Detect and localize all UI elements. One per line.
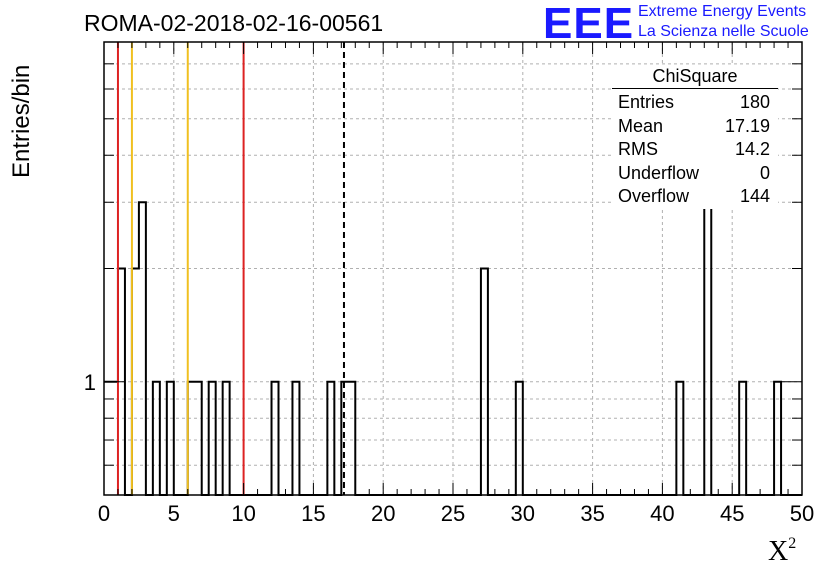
stats-value: 180 bbox=[739, 92, 770, 112]
stats-row-overflow: Overflow 144 bbox=[612, 185, 778, 209]
x-tick-label: 45 bbox=[720, 501, 744, 526]
stats-value: 144 bbox=[739, 186, 770, 206]
stats-row-underflow: Underflow 0 bbox=[612, 162, 778, 186]
stats-label: Underflow bbox=[618, 162, 700, 183]
stats-box: ChiSquare Entries 180 Mean 17.19 RMS 14.2 U… bbox=[612, 66, 778, 209]
x-tick-label: 5 bbox=[168, 501, 180, 526]
x-tick-label: 35 bbox=[580, 501, 604, 526]
stats-row-entries: Entries 180 bbox=[612, 91, 778, 115]
x-tick-label: 15 bbox=[301, 501, 325, 526]
x-tick-label: 30 bbox=[511, 501, 535, 526]
stats-label: Mean bbox=[618, 115, 664, 136]
logo-text-line1: Extreme Energy Events bbox=[638, 3, 807, 20]
stats-label: RMS bbox=[618, 139, 658, 159]
stats-row-rms: RMS 14.2 bbox=[612, 138, 778, 162]
x-tick-label: 50 bbox=[790, 501, 814, 526]
x-tick-label: 10 bbox=[231, 501, 255, 526]
x-tick-label: 25 bbox=[441, 501, 465, 526]
stats-value: 14.2 bbox=[734, 139, 770, 159]
x-tick-label: 0 bbox=[98, 501, 110, 526]
stats-box-title: ChiSquare bbox=[612, 66, 778, 89]
histogram-bin bbox=[139, 202, 146, 495]
stats-row-mean: Mean 17.19 bbox=[612, 115, 778, 139]
x-tick-label: 40 bbox=[650, 501, 674, 526]
stats-value: 17.19 bbox=[724, 115, 770, 136]
y-tick-label: 1 bbox=[84, 370, 96, 395]
x-axis-label: X2 bbox=[768, 534, 797, 568]
x-axis-label-superscript: 2 bbox=[788, 534, 797, 552]
stats-label: Overflow bbox=[618, 186, 690, 206]
y-axis-label: Entries/bin bbox=[8, 64, 35, 178]
x-tick-label: 20 bbox=[371, 501, 395, 526]
eee-logo: EEE bbox=[543, 0, 635, 48]
stats-label: Entries bbox=[618, 92, 675, 112]
stats-value: 0 bbox=[759, 162, 770, 183]
chart-title: ROMA-02-2018-02-16-00561 bbox=[84, 10, 384, 36]
logo-text-line2: La Scienza nelle Scuole bbox=[638, 23, 809, 40]
x-axis-label-base: X bbox=[768, 536, 789, 567]
